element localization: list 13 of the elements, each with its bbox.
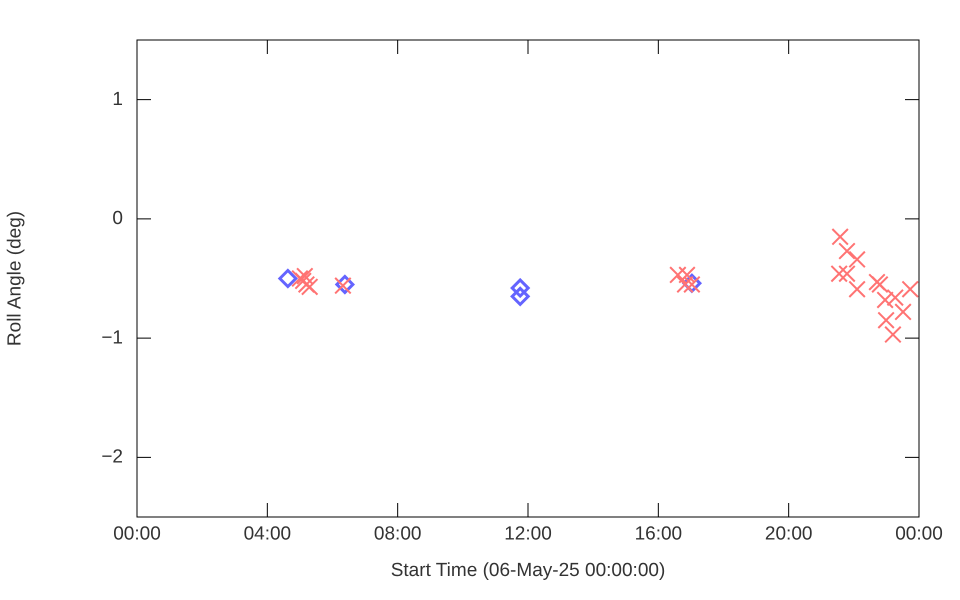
x-tick-label: 04:00: [244, 524, 292, 545]
y-tick-label: −2: [101, 446, 123, 468]
x-tick-label: 00:00: [895, 524, 943, 545]
x-tick-label: 12:00: [504, 524, 552, 545]
x-tick-label: 20:00: [764, 524, 812, 545]
y-tick-label: 0: [112, 208, 123, 230]
x-tick-label: 08:00: [374, 524, 422, 545]
y-axis-title: Roll Angle (deg): [4, 210, 26, 346]
x-tick-label: 16:00: [634, 524, 682, 545]
x-axis-title: Start Time (06-May-25 00:00:00): [390, 560, 666, 581]
x-tick-label: 00:00: [113, 524, 161, 545]
y-tick-label: 1: [112, 88, 123, 110]
y-tick-label: −1: [101, 327, 123, 348]
